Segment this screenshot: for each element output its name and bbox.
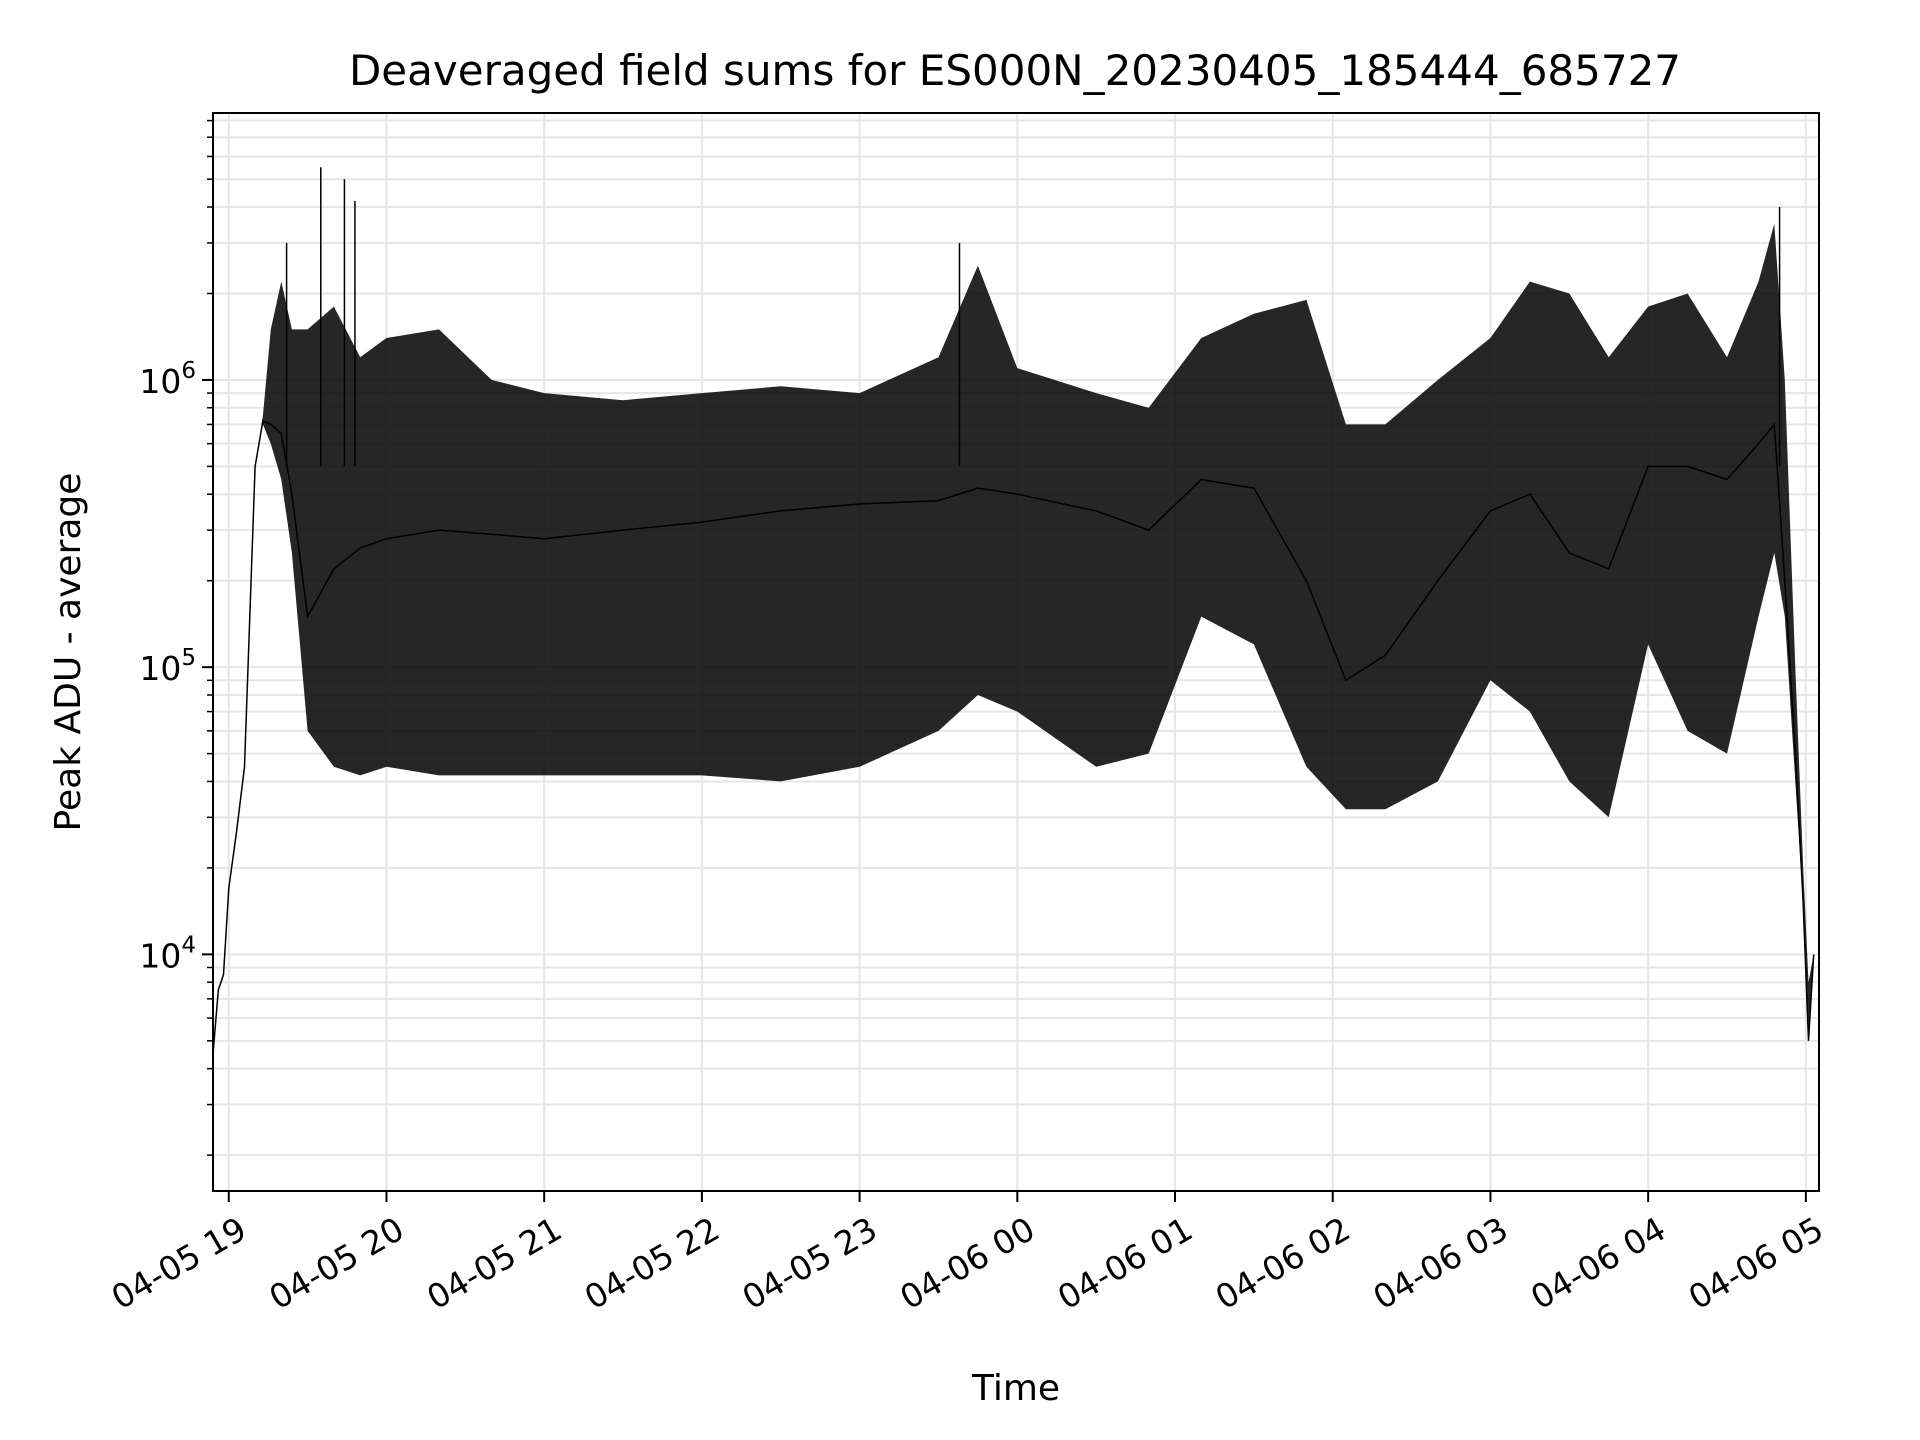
y-tick-label: 104 [139, 932, 196, 975]
chart-title: Deaveraged field sums for ES000N_2023040… [349, 46, 1681, 95]
series-envelope [213, 223, 1814, 1054]
y-axis-label: Peak ADU - average [48, 473, 89, 832]
plot-frame [212, 112, 1820, 1192]
y-tick-label: 106 [139, 358, 196, 401]
y-axis: 104 105 106 [139, 119, 213, 1156]
data-series [212, 167, 1815, 1055]
y-tick-label: 105 [139, 645, 196, 688]
series-line [212, 419, 1815, 1055]
x-axis-label: Time [971, 1368, 1060, 1409]
